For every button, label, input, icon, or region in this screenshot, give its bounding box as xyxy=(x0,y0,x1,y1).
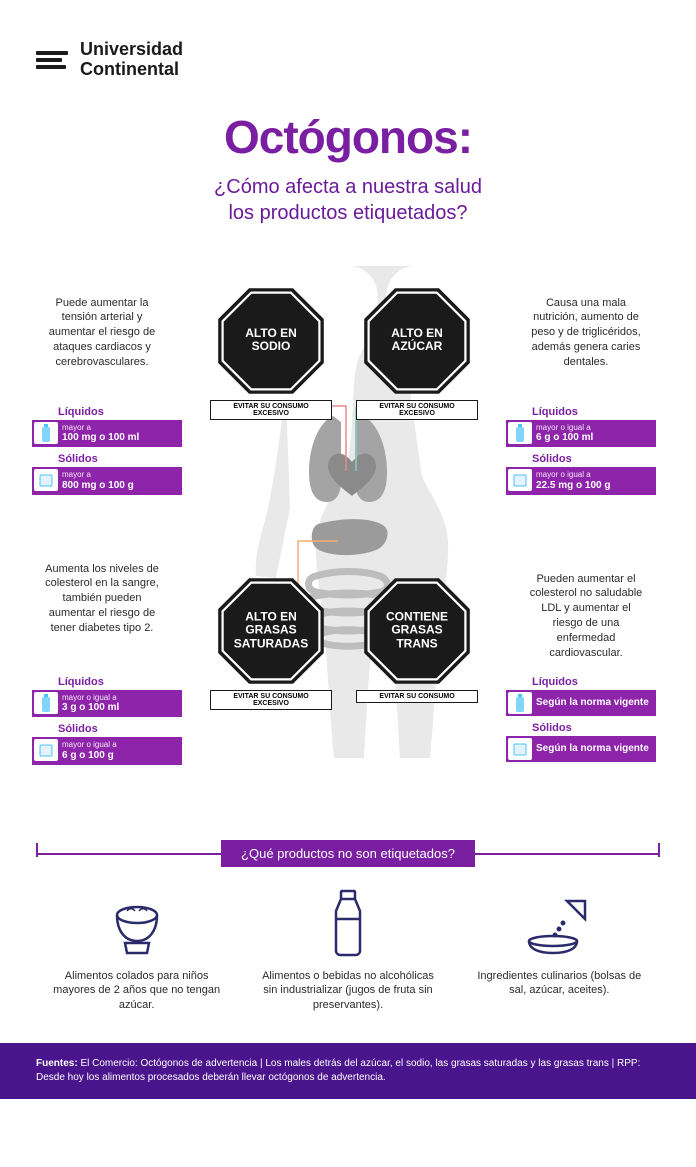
bottle-icon xyxy=(508,692,532,714)
bottle-icon xyxy=(508,422,532,444)
page-subtitle: ¿Cómo afecta a nuestra saludlos producto… xyxy=(36,174,660,226)
threshold-sodium: Líquidos mayor a100 mg o 100 ml Sólidos … xyxy=(32,406,182,495)
page-title: Octógonos: xyxy=(36,110,660,164)
threshold-trans: Líquidos Según la norma vigente Sólidos … xyxy=(506,676,656,762)
bag-icon xyxy=(34,739,58,761)
milk-bottle-icon xyxy=(258,887,438,957)
desc-trans: Pueden aumentar el colesterol no saludab… xyxy=(526,572,646,661)
brand-name: UniversidadContinental xyxy=(80,40,183,80)
warn-trans: EVITAR SU CONSUMO xyxy=(356,690,478,703)
unbranded-header: ¿Qué productos no son etiquetados? xyxy=(36,840,660,867)
octagon-sodium: ALTO ENSODIO xyxy=(216,286,326,396)
warn-sugar: EVITAR SU CONSUMO EXCESIVO xyxy=(356,400,478,420)
octagon-sugar: ALTO ENAZÚCAR xyxy=(362,286,472,396)
bowl-icon xyxy=(47,887,227,957)
brand-logo: UniversidadContinental xyxy=(36,40,660,80)
warn-sodium: EVITAR SU CONSUMO EXCESIVO xyxy=(210,400,332,420)
desc-sodium: Puede aumentar la tensión arterial y aum… xyxy=(42,296,162,370)
footer-sources: Fuentes: El Comercio: Octógonos de adver… xyxy=(0,1043,696,1099)
warn-satfat: EVITAR SU CONSUMO EXCESIVO xyxy=(210,690,332,710)
unbranded-item: Alimentos o bebidas no alcohólicas sin i… xyxy=(258,887,438,1014)
desc-sugar: Causa una mala nutrición, aumento de pes… xyxy=(526,296,646,370)
body-diagram: ALTO ENSODIO EVITAR SU CONSUMO EXCESIVO … xyxy=(26,256,670,816)
bottle-icon xyxy=(34,692,58,714)
unbranded-item: Ingredientes culinarios (bolsas de sal, … xyxy=(469,887,649,1014)
octagon-satfat: ALTO ENGRASASSATURADAS xyxy=(216,576,326,686)
bottle-icon xyxy=(34,422,58,444)
pour-icon xyxy=(469,887,649,957)
unbranded-list: Alimentos colados para niños mayores de … xyxy=(36,887,660,1014)
desc-satfat: Aumenta los niveles de colesterol en la … xyxy=(42,562,162,636)
threshold-sugar: Líquidos mayor o igual a6 g o 100 ml Sól… xyxy=(506,406,656,495)
threshold-satfat: Líquidos mayor o igual a3 g o 100 ml Sól… xyxy=(32,676,182,765)
logo-mark-icon xyxy=(36,51,68,69)
bag-icon xyxy=(508,469,532,491)
unbranded-item: Alimentos colados para niños mayores de … xyxy=(47,887,227,1014)
octagon-trans: CONTIENEGRASASTRANS xyxy=(362,576,472,686)
bag-icon xyxy=(34,469,58,491)
bag-icon xyxy=(508,738,532,760)
